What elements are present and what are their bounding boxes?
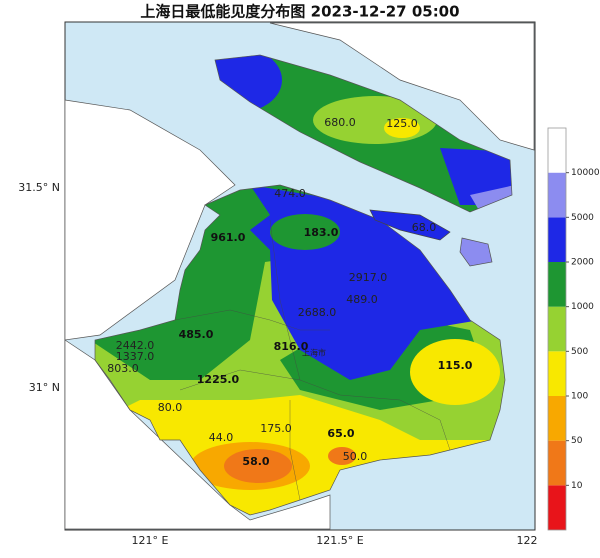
zone <box>410 339 500 405</box>
colorbar-label: 50 <box>571 436 583 446</box>
colorbar-label: 500 <box>571 347 588 357</box>
station-label: 489.0 <box>346 293 378 306</box>
colorbar-frame <box>547 127 567 531</box>
place-label: 上海市 <box>302 348 326 358</box>
lat-label: 31.5° N <box>18 181 60 194</box>
colorbar-band <box>548 217 566 262</box>
lon-label: 122 <box>517 534 538 547</box>
station-label: 2442.0 <box>116 339 155 352</box>
station-label: 115.0 <box>438 359 473 372</box>
colorbar-band <box>548 172 566 218</box>
lat-label: 31° N <box>29 381 60 394</box>
station-label: 80.0 <box>158 401 183 414</box>
zone <box>270 214 340 250</box>
station-label: 1337.0 <box>116 350 155 363</box>
station-label: 803.0 <box>107 362 139 375</box>
colorbar-label: 100 <box>571 392 588 402</box>
station-label: 485.0 <box>179 328 214 341</box>
station-label: 1225.0 <box>197 373 240 386</box>
zone <box>224 449 292 483</box>
station-label: 961.0 <box>211 231 246 244</box>
land-north <box>269 22 535 151</box>
changxing-island <box>369 209 451 241</box>
colorbar-label: 2000 <box>571 258 594 268</box>
district-line <box>174 309 330 331</box>
station-label: 2917.0 <box>349 271 388 284</box>
colorbar-band <box>548 128 566 173</box>
district-line <box>289 400 301 501</box>
colorbar-band <box>548 351 566 396</box>
chongming-border <box>214 54 513 213</box>
lon-label: 121° E <box>132 534 169 547</box>
station-label: 58.0 <box>242 455 269 468</box>
station-label: 50.0 <box>343 450 368 463</box>
zone <box>384 118 420 138</box>
station-label: 68.0 <box>412 221 437 234</box>
colorbar-label: 5000 <box>571 213 594 223</box>
district-line <box>399 399 451 451</box>
lon-label: 121.5° E <box>316 534 363 547</box>
colorbar-band <box>548 485 566 530</box>
station-label: 474.0 <box>274 187 306 200</box>
station-label: 175.0 <box>260 422 292 435</box>
district-line <box>269 219 301 381</box>
station-label: 183.0 <box>304 226 339 239</box>
colorbar-band <box>548 262 566 307</box>
station-label: 65.0 <box>327 427 354 440</box>
colorbar-label: 10 <box>571 481 583 491</box>
station-label: 680.0 <box>324 116 356 129</box>
colorbar-label: 10000 <box>571 168 600 178</box>
colorbar-band <box>548 440 566 486</box>
colorbar: 10 50 100 500 1000 2000 5000 10000 <box>547 127 600 531</box>
station-label: 125.0 <box>386 117 418 130</box>
station-label: 2688.0 <box>298 306 337 319</box>
station-label: 44.0 <box>209 431 234 444</box>
hengsha-island <box>459 237 493 267</box>
title: 上海日最低能见度分布图 2023-12-27 05:00 <box>140 3 459 21</box>
colorbar-band <box>548 396 566 441</box>
colorbar-label: 1000 <box>571 302 594 312</box>
land-south <box>64 339 331 530</box>
zone <box>328 447 356 465</box>
colorbar-band <box>548 306 566 352</box>
station-label: 816.0 <box>274 340 309 353</box>
